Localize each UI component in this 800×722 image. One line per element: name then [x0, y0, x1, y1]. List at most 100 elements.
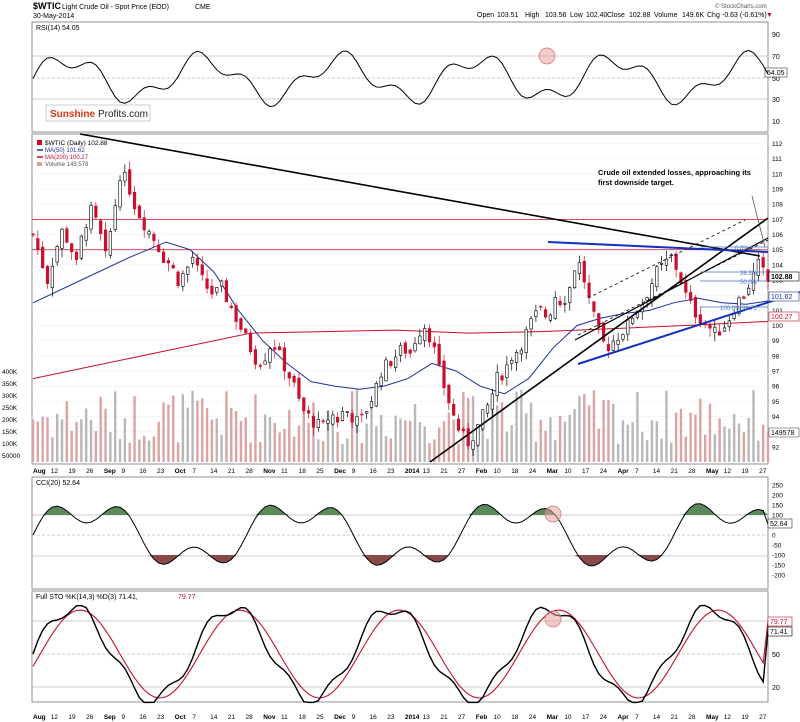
- volume-bar: [370, 406, 373, 462]
- candle-body: [635, 310, 640, 318]
- x-axis-label: Nov: [263, 468, 276, 475]
- volume-bar: [210, 419, 214, 462]
- candle-body: [60, 228, 64, 249]
- x-axis-label: 28: [688, 468, 696, 475]
- candle-body: [418, 335, 422, 345]
- candle-body: [200, 264, 204, 276]
- volume-bar: [423, 426, 426, 462]
- candle-body: [514, 352, 519, 363]
- volume-bar: [172, 395, 175, 462]
- vol-tick-50000: 50000: [2, 453, 20, 460]
- volume-bar: [612, 403, 615, 462]
- legend-volume: Volume 149,578: [45, 162, 89, 168]
- cci-tick: 150: [772, 503, 783, 510]
- candle-body: [215, 287, 219, 293]
- price-tick: 104: [772, 262, 783, 269]
- cci-tick: 100: [772, 513, 783, 520]
- x-axis-label: May: [706, 468, 719, 475]
- candle-body: [268, 348, 272, 363]
- header-exchange: CME: [195, 4, 211, 11]
- candle-body: [253, 349, 258, 365]
- candle-body: [568, 287, 572, 303]
- volume-bar: [626, 424, 629, 462]
- header-date: 30-May-2014: [33, 13, 74, 20]
- candle-body: [321, 420, 325, 423]
- legend-price-swatch: [37, 140, 42, 145]
- vol-tick-200k: 200K: [2, 417, 18, 424]
- logo: [45, 104, 151, 122]
- volume-bar: [133, 396, 136, 462]
- candle-body: [326, 419, 330, 424]
- x-axis-label: 23: [387, 468, 395, 475]
- candle-body: [336, 416, 340, 423]
- candle-body: [152, 233, 156, 241]
- watermark: © StockCharts.com: [715, 3, 767, 10]
- x-axis-label: Oct: [175, 468, 187, 475]
- sto-label-d: 79.77: [178, 594, 196, 601]
- volume-bar: [679, 408, 683, 462]
- x-axis-label: 19: [68, 468, 76, 475]
- volume-bar: [196, 400, 199, 462]
- volume-bar: [89, 419, 93, 462]
- logo-part1: Sunshine: [50, 109, 95, 120]
- volume-bar: [500, 402, 504, 462]
- candle-body: [389, 361, 393, 367]
- x-axis-label: 12: [51, 468, 59, 475]
- candle-body: [534, 310, 538, 317]
- candle-body: [331, 414, 335, 425]
- candle-body: [660, 262, 664, 265]
- candle-body: [558, 300, 562, 306]
- candle-body: [631, 317, 635, 324]
- legend-ma200: MA(200) 100.27: [45, 155, 89, 161]
- x-axis-label: 25: [316, 468, 324, 475]
- fib-label-50: 50.0%: [740, 280, 758, 286]
- x-axis-label: 23: [387, 714, 395, 721]
- volume-bar: [99, 396, 102, 462]
- volume-bar: [288, 409, 291, 462]
- volume-bar: [379, 414, 383, 462]
- candle-body: [360, 413, 364, 416]
- candle-body: [577, 262, 582, 274]
- x-axis-label: 16: [370, 714, 378, 721]
- candle-body: [529, 318, 533, 330]
- x-axis-label: 18: [299, 468, 307, 475]
- volume-bar: [283, 428, 286, 462]
- candle-body: [747, 287, 751, 295]
- candle-body: [606, 344, 611, 352]
- volume-bar: [84, 408, 88, 462]
- candle-body: [548, 314, 553, 321]
- volume-bar: [394, 415, 397, 462]
- volume-bar: [491, 405, 494, 462]
- candle-body: [297, 377, 301, 399]
- volume-bar: [447, 412, 451, 462]
- rsi-line: [32, 49, 769, 108]
- volume-bar: [181, 394, 185, 462]
- x-axis-label: 14: [653, 468, 661, 475]
- sto-tick-20: 20: [772, 685, 780, 692]
- candle-body: [553, 297, 557, 319]
- candle-body: [742, 296, 746, 299]
- rsi-highlight-circle: [538, 47, 556, 65]
- volume-bar: [757, 440, 760, 462]
- candle-body: [171, 264, 175, 269]
- volume-bar: [268, 416, 272, 462]
- volume-bar: [486, 438, 489, 462]
- volume-bar: [650, 420, 654, 462]
- volume-bar: [273, 422, 276, 462]
- vol-tick-100k: 100K: [2, 441, 18, 448]
- volume-bar: [699, 398, 702, 462]
- price-tick: 100: [772, 323, 783, 330]
- price-tick: 96: [772, 384, 780, 391]
- volume-bar: [249, 442, 252, 462]
- cci-tick: -150: [772, 563, 785, 570]
- candle-body: [65, 228, 69, 243]
- candle-body: [626, 319, 630, 335]
- candle-body: [394, 356, 398, 368]
- volume-bar: [317, 439, 320, 462]
- volume-bar: [616, 443, 620, 462]
- candle-body: [655, 266, 659, 288]
- volume-bar: [655, 421, 658, 462]
- candle-body: [621, 334, 625, 340]
- triangle-lower-line: [577, 291, 800, 365]
- volume-bar: [278, 432, 281, 462]
